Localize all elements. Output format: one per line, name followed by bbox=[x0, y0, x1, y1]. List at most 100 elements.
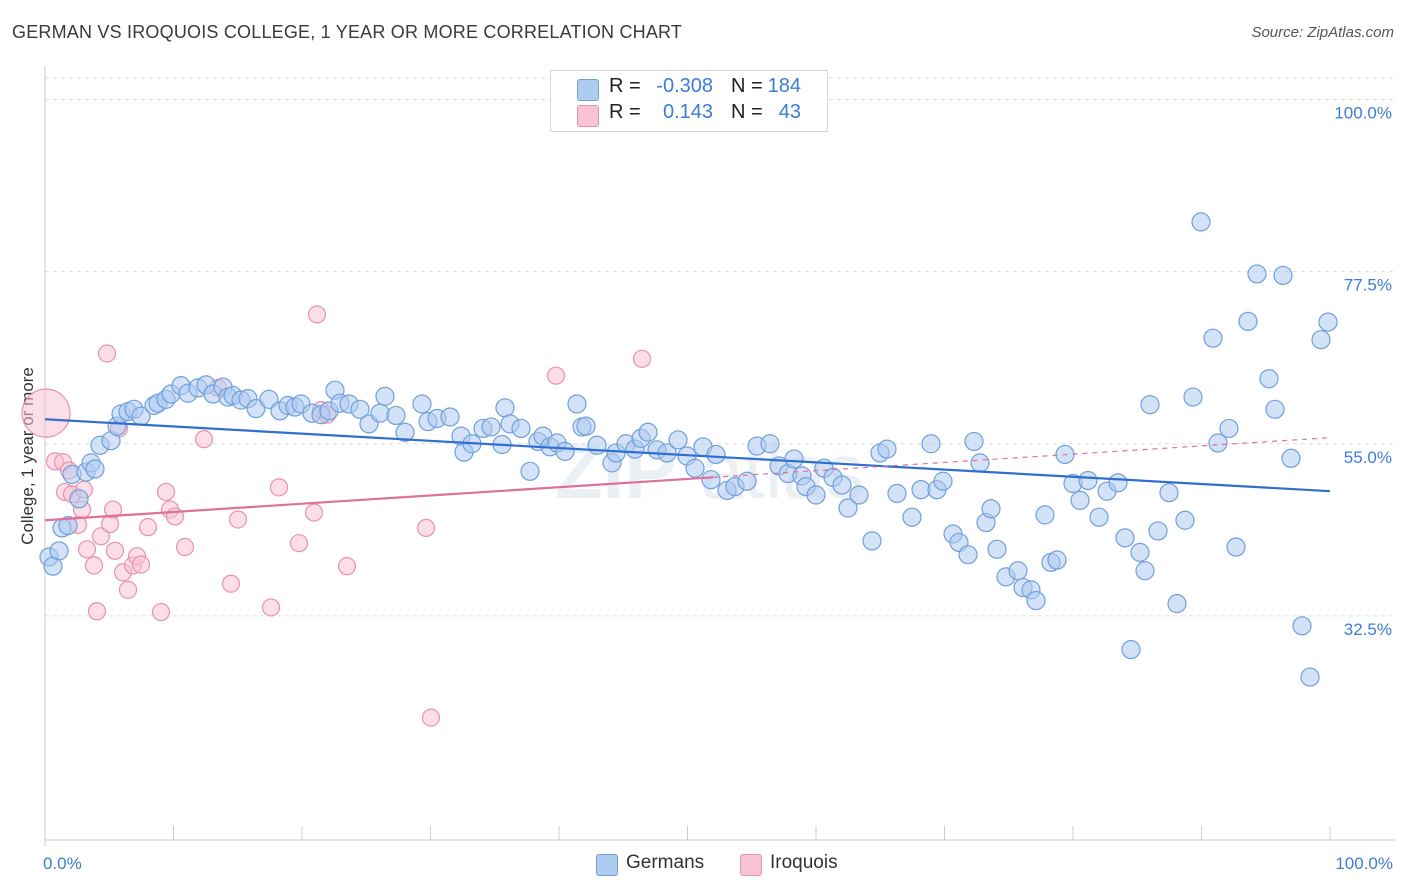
iroquois-point bbox=[87, 602, 107, 621]
germans-swatch-icon bbox=[577, 79, 599, 101]
germans-point bbox=[495, 398, 515, 418]
germans-legend-icon bbox=[596, 854, 618, 876]
germans-point bbox=[1070, 490, 1090, 510]
iroquois-point bbox=[194, 430, 214, 449]
germans-point bbox=[1208, 433, 1228, 453]
germans-point bbox=[481, 417, 501, 437]
y-tick-label: 55.0% bbox=[1344, 448, 1392, 467]
iroquois-point bbox=[138, 518, 158, 537]
iroquois-swatch-icon bbox=[577, 105, 599, 127]
germans-point bbox=[981, 499, 1001, 519]
germans-point bbox=[964, 431, 984, 452]
iroquois-point bbox=[118, 580, 138, 599]
germans-point bbox=[1273, 265, 1293, 286]
x-tick-label: 0.0% bbox=[43, 854, 82, 873]
germans-point bbox=[1035, 505, 1055, 525]
germans-point bbox=[1148, 521, 1168, 541]
iroquois-point bbox=[151, 602, 171, 622]
germans-point bbox=[1089, 507, 1109, 527]
germans-point bbox=[1140, 395, 1160, 415]
trend-lines bbox=[44, 418, 1331, 522]
iroquois-legend-icon bbox=[740, 854, 762, 876]
germans-point bbox=[877, 439, 897, 459]
iroquois-point bbox=[105, 541, 125, 560]
chart-title: GERMAN VS IROQUOIS COLLEGE, 1 YEAR OR MO… bbox=[12, 22, 683, 42]
germans-point bbox=[784, 449, 804, 469]
germans-point bbox=[1135, 561, 1155, 581]
iroquois-point bbox=[421, 708, 441, 727]
legend-row-germans: R = -0.308 N = 184 bbox=[551, 75, 827, 101]
germans-point bbox=[370, 403, 390, 423]
germans-point bbox=[395, 422, 415, 442]
germans-point bbox=[921, 434, 941, 454]
germans-point bbox=[1191, 212, 1211, 232]
iroquois-point bbox=[91, 527, 111, 546]
germans-point bbox=[806, 485, 826, 505]
r-value: -0.308 bbox=[656, 75, 713, 97]
iroquois-point bbox=[228, 510, 248, 529]
germans-point bbox=[1159, 483, 1179, 503]
r-label: R = bbox=[609, 75, 641, 97]
germans-point bbox=[1026, 590, 1046, 611]
germans-points bbox=[39, 212, 1338, 687]
germans-point bbox=[49, 541, 69, 561]
iroquois-point bbox=[156, 482, 176, 502]
r-label: R = bbox=[609, 101, 641, 123]
iroquois-point bbox=[416, 518, 436, 538]
iroquois-point bbox=[337, 557, 357, 576]
germans-point bbox=[69, 489, 89, 509]
germans-point bbox=[737, 471, 757, 491]
n-label: N = bbox=[731, 101, 763, 123]
germans-point bbox=[1108, 473, 1128, 493]
y-tick-label: 32.5% bbox=[1344, 620, 1392, 639]
germans-point bbox=[1047, 550, 1067, 570]
germans-point bbox=[412, 394, 432, 414]
iroquois-point bbox=[546, 366, 566, 385]
germans-point bbox=[911, 480, 931, 500]
germans-point bbox=[760, 434, 780, 454]
gridlines bbox=[45, 77, 1395, 617]
iroquois-point bbox=[84, 556, 104, 575]
r-value: 0.143 bbox=[662, 101, 713, 123]
iroquois-point bbox=[261, 598, 281, 617]
iroquois-point bbox=[304, 503, 324, 522]
germans-point bbox=[638, 422, 658, 442]
germans-point bbox=[350, 399, 370, 419]
iroquois-point bbox=[269, 478, 289, 497]
germans-point bbox=[933, 471, 953, 491]
germans-point bbox=[1292, 616, 1312, 636]
germans-point bbox=[832, 475, 852, 495]
germans-point bbox=[1078, 470, 1098, 491]
germans-point bbox=[970, 453, 990, 473]
y-tick-label: 77.5% bbox=[1344, 276, 1392, 295]
germans-point bbox=[1008, 561, 1028, 581]
germans-point bbox=[1167, 594, 1187, 614]
germans-point bbox=[902, 507, 922, 527]
germans-point bbox=[576, 416, 596, 436]
germans-point bbox=[701, 470, 721, 490]
legend-row-iroquois: R = 0.143 N = 43 bbox=[551, 101, 827, 127]
iroquois-point bbox=[77, 540, 97, 559]
iroquois-point bbox=[103, 500, 123, 519]
germans-point bbox=[862, 531, 882, 551]
source-credit: Source: ZipAtlas.com bbox=[1251, 24, 1394, 41]
legend-label: Iroquois bbox=[770, 852, 838, 873]
germans-point bbox=[567, 394, 587, 414]
germans-point bbox=[246, 398, 266, 419]
n-label: N = bbox=[731, 75, 763, 97]
germans-point bbox=[1219, 418, 1239, 439]
germans-point bbox=[1281, 448, 1301, 468]
germans-point bbox=[685, 458, 705, 478]
iroquois-point bbox=[221, 574, 241, 593]
germans-point bbox=[511, 418, 531, 439]
germans-point bbox=[440, 407, 460, 427]
n-value: 184 bbox=[767, 75, 801, 97]
germans-trend-line bbox=[44, 418, 1331, 493]
germans-point bbox=[1300, 667, 1320, 687]
germans-point bbox=[668, 430, 688, 450]
germans-point bbox=[1238, 311, 1258, 331]
iroquois-point bbox=[307, 305, 327, 324]
germans-point bbox=[1226, 537, 1246, 557]
germans-point bbox=[1130, 542, 1150, 562]
